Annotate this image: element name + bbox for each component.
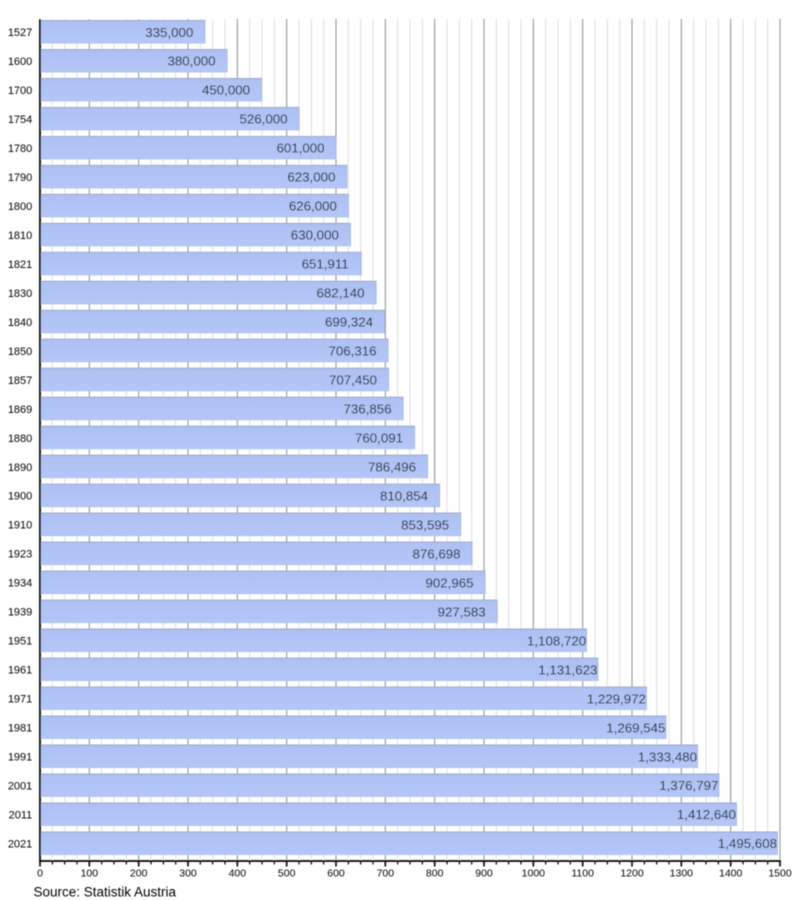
svg-text:0: 0 — [37, 868, 43, 880]
svg-text:902,965: 902,965 — [425, 575, 473, 590]
svg-text:1934: 1934 — [8, 578, 32, 590]
svg-text:800: 800 — [426, 868, 444, 880]
svg-text:699,324: 699,324 — [325, 315, 373, 330]
svg-text:1700: 1700 — [8, 85, 32, 97]
svg-text:626,000: 626,000 — [289, 199, 337, 214]
svg-text:1810: 1810 — [8, 230, 32, 242]
svg-text:1790: 1790 — [8, 172, 32, 184]
svg-text:810,854: 810,854 — [380, 488, 428, 503]
svg-text:707,450: 707,450 — [329, 373, 377, 388]
svg-text:760,091: 760,091 — [355, 430, 403, 445]
svg-text:1,131,623: 1,131,623 — [538, 662, 597, 677]
svg-text:1754: 1754 — [8, 114, 32, 126]
svg-text:1830: 1830 — [8, 288, 32, 300]
svg-text:1857: 1857 — [8, 375, 32, 387]
svg-text:1300: 1300 — [670, 868, 694, 880]
svg-text:1923: 1923 — [8, 549, 32, 561]
svg-text:1951: 1951 — [8, 636, 32, 648]
svg-text:601,000: 601,000 — [276, 141, 324, 156]
svg-text:Source: Statistik Austria: Source: Statistik Austria — [34, 885, 177, 900]
svg-text:1,376,797: 1,376,797 — [659, 778, 718, 793]
svg-text:1,269,545: 1,269,545 — [606, 720, 665, 735]
svg-text:1850: 1850 — [8, 346, 32, 358]
svg-text:1800: 1800 — [8, 201, 32, 213]
svg-text:1900: 1900 — [8, 491, 32, 503]
svg-text:1,412,640: 1,412,640 — [677, 807, 736, 822]
svg-text:300: 300 — [179, 868, 197, 880]
svg-text:1500: 1500 — [768, 868, 792, 880]
svg-text:1600: 1600 — [8, 56, 32, 68]
svg-text:1890: 1890 — [8, 462, 32, 474]
svg-text:1000: 1000 — [522, 868, 546, 880]
svg-text:706,316: 706,316 — [328, 344, 376, 359]
svg-text:1991: 1991 — [8, 752, 32, 764]
svg-text:1200: 1200 — [620, 868, 644, 880]
svg-text:500: 500 — [278, 868, 296, 880]
svg-text:1939: 1939 — [8, 607, 32, 619]
svg-text:853,595: 853,595 — [401, 517, 449, 532]
svg-text:450,000: 450,000 — [202, 83, 250, 98]
svg-text:2021: 2021 — [8, 838, 32, 850]
svg-text:1,333,480: 1,333,480 — [638, 749, 697, 764]
svg-text:2011: 2011 — [9, 810, 33, 822]
svg-text:700: 700 — [377, 868, 395, 880]
svg-text:380,000: 380,000 — [167, 54, 215, 69]
svg-text:100: 100 — [81, 868, 99, 880]
svg-text:630,000: 630,000 — [291, 228, 339, 243]
svg-text:1981: 1981 — [8, 723, 32, 735]
svg-text:1,495,608: 1,495,608 — [718, 836, 777, 851]
svg-text:1910: 1910 — [8, 520, 32, 532]
svg-text:1400: 1400 — [719, 868, 743, 880]
svg-text:1961: 1961 — [8, 665, 32, 677]
svg-text:2001: 2001 — [8, 781, 32, 793]
svg-text:1100: 1100 — [571, 868, 594, 880]
svg-text:900: 900 — [475, 868, 493, 880]
svg-text:736,856: 736,856 — [344, 401, 392, 416]
svg-text:335,000: 335,000 — [145, 25, 193, 40]
svg-text:1821: 1821 — [8, 259, 32, 271]
svg-text:1,108,720: 1,108,720 — [527, 633, 586, 648]
svg-text:927,583: 927,583 — [438, 604, 486, 619]
svg-text:400: 400 — [229, 868, 247, 880]
svg-text:1780: 1780 — [8, 143, 32, 155]
svg-text:1869: 1869 — [8, 404, 32, 416]
svg-text:600: 600 — [327, 868, 345, 880]
svg-text:1971: 1971 — [8, 694, 32, 706]
svg-text:526,000: 526,000 — [239, 112, 287, 127]
svg-text:1880: 1880 — [8, 433, 32, 445]
svg-text:623,000: 623,000 — [287, 170, 335, 185]
svg-text:786,496: 786,496 — [368, 459, 416, 474]
svg-text:1840: 1840 — [8, 317, 32, 329]
svg-text:1527: 1527 — [8, 27, 32, 39]
svg-text:682,140: 682,140 — [317, 286, 365, 301]
svg-text:200: 200 — [130, 868, 148, 880]
svg-text:1,229,972: 1,229,972 — [587, 691, 646, 706]
svg-text:651,911: 651,911 — [302, 257, 349, 272]
svg-text:876,698: 876,698 — [413, 546, 461, 561]
